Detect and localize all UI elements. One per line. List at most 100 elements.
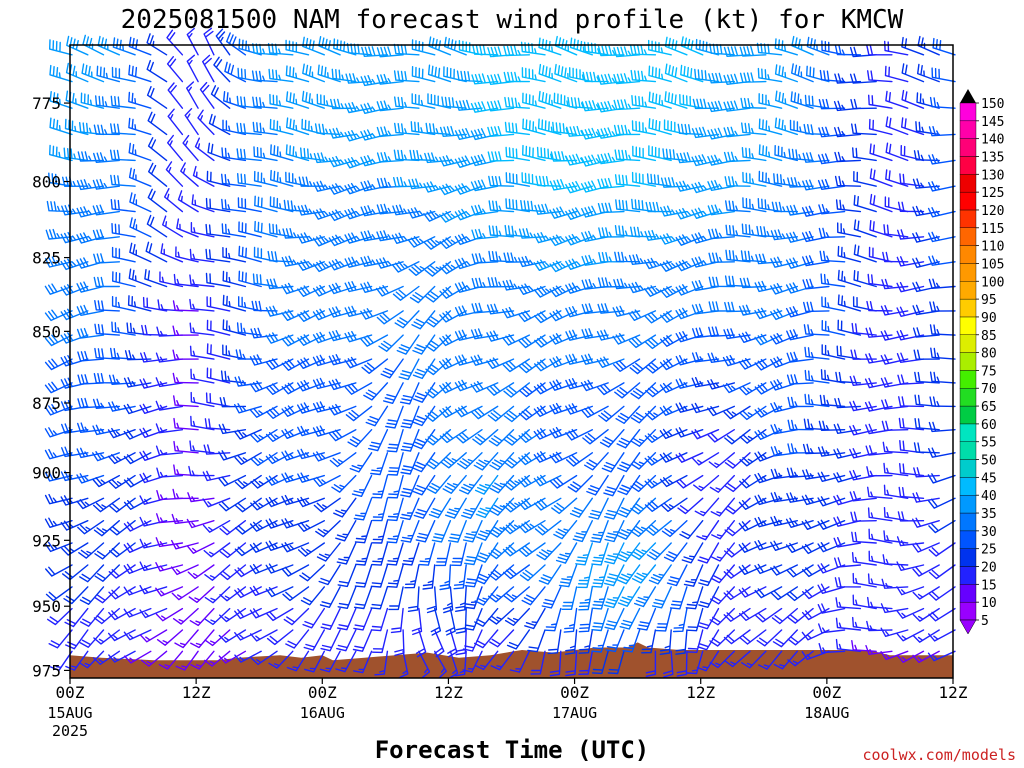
- wind-barb: [821, 320, 846, 336]
- wind-barb: [599, 429, 625, 448]
- wind-barb: [884, 65, 909, 83]
- wind-barb: [459, 474, 483, 495]
- wind-barb: [76, 447, 105, 459]
- wind-barb: [60, 520, 89, 531]
- wind-barb: [518, 474, 546, 488]
- wind-barb: [770, 446, 798, 457]
- wind-barb: [770, 468, 798, 480]
- wind-barb: [692, 98, 720, 110]
- wind-barb: [353, 607, 373, 631]
- wind-barb: [930, 347, 956, 360]
- wind-barb: [139, 403, 168, 414]
- wind-barb: [234, 586, 262, 599]
- wind-barb: [819, 69, 846, 83]
- wind-barb: [139, 378, 168, 389]
- colorbar-swatch: [959, 245, 977, 264]
- wind-barb: [447, 629, 458, 658]
- wind-barb: [880, 330, 909, 341]
- wind-barb: [234, 542, 262, 557]
- speed-colorbar: 5 10 15 20 25 30 35 40 45 50 55 60 65 70 75 80 85 90 95 100…: [959, 89, 1004, 635]
- wind-barb: [297, 357, 325, 369]
- wind-barb: [754, 280, 783, 293]
- wind-barb: [723, 586, 751, 601]
- wind-barb: [786, 374, 814, 385]
- wind-barb: [442, 586, 454, 614]
- wind-barb: [817, 153, 846, 165]
- colorbar-label: 75: [981, 364, 997, 379]
- wind-barb: [505, 146, 530, 162]
- wind-barb: [123, 586, 152, 596]
- wind-barb: [739, 405, 767, 421]
- wind-barb: [93, 276, 120, 288]
- colorbar-swatch: [959, 227, 977, 246]
- wind-barb: [317, 64, 341, 83]
- wind-barb: [586, 474, 609, 496]
- wind-barb: [563, 607, 578, 633]
- wind-barb: [834, 151, 862, 163]
- wind-barb: [222, 119, 247, 136]
- wind-barb: [644, 497, 672, 512]
- wind-barb: [929, 96, 956, 109]
- wind-barb: [597, 177, 625, 189]
- wind-barb: [802, 564, 830, 578]
- wind-barb: [488, 200, 515, 213]
- wind-barb: [565, 153, 593, 166]
- wind-barb: [93, 629, 120, 645]
- wind-barb: [64, 118, 89, 136]
- colorbar-label: 130: [981, 168, 1004, 183]
- wind-barb: [917, 35, 940, 56]
- wind-barb: [312, 331, 341, 344]
- wind-barb: [645, 358, 672, 374]
- wind-barb: [569, 497, 593, 518]
- wind-barb: [254, 220, 278, 238]
- wind-barb: [454, 183, 483, 195]
- x-tick-label: 12Z: [434, 683, 463, 702]
- wind-barb: [376, 203, 404, 215]
- wind-barb: [503, 497, 530, 513]
- wind-barb: [337, 564, 357, 588]
- wind-barb: [614, 382, 641, 399]
- wind-barb: [565, 378, 593, 390]
- wind-barb: [614, 149, 641, 162]
- wind-barb: [802, 179, 830, 191]
- wind-barb: [238, 245, 262, 263]
- wind-barb: [771, 201, 798, 213]
- wind-barb: [631, 95, 657, 109]
- wind-barb: [604, 607, 625, 631]
- wind-barb: [790, 91, 814, 109]
- wind-barb: [883, 462, 909, 477]
- wind-barb: [691, 154, 720, 167]
- wind-barb: [471, 73, 499, 85]
- wind-barb: [312, 308, 341, 321]
- wind-barb: [313, 497, 341, 513]
- wind-barb: [597, 202, 625, 214]
- wind-barb: [475, 542, 499, 563]
- wind-barb: [77, 374, 105, 385]
- wind-barb: [630, 69, 657, 83]
- wind-barb: [590, 520, 609, 543]
- wind-barb: [360, 281, 389, 293]
- wind-barb: [464, 586, 483, 610]
- wind-barb: [740, 250, 767, 263]
- wind-barb: [754, 586, 783, 599]
- colorbar-label: 150: [981, 97, 1004, 112]
- colorbar-label: 65: [981, 400, 997, 415]
- wind-barb: [199, 81, 215, 109]
- wind-barb: [76, 281, 105, 293]
- wind-barb: [126, 322, 152, 336]
- wind-barb: [376, 177, 404, 189]
- wind-barb: [45, 564, 73, 577]
- wind-barb: [297, 285, 325, 297]
- wind-barb: [605, 629, 625, 653]
- wind-barb: [46, 200, 73, 213]
- colorbar-top-arrow: [960, 89, 976, 103]
- wind-barb: [462, 520, 483, 543]
- wind-barb: [927, 497, 956, 509]
- wind-barb: [533, 405, 562, 417]
- wind-barb: [445, 497, 467, 519]
- wind-barb: [644, 334, 672, 350]
- wind-barb: [851, 123, 877, 136]
- wind-barb: [691, 126, 720, 139]
- wind-barb: [266, 278, 294, 290]
- wind-barb: [521, 172, 546, 187]
